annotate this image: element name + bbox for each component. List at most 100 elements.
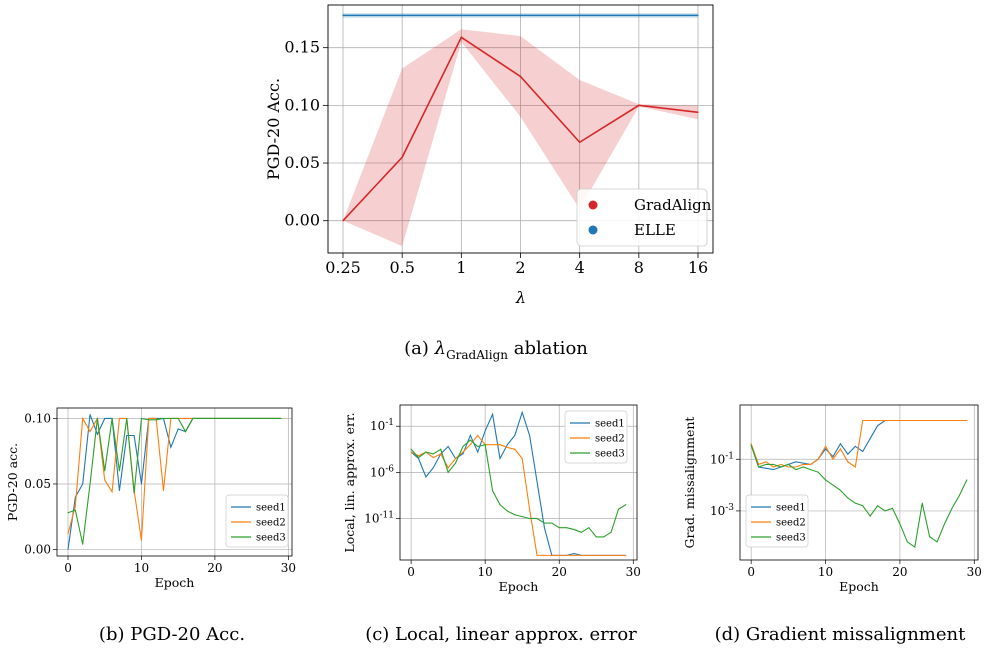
a-x-tick-label: 16 — [688, 258, 708, 277]
a-point-gradalign — [460, 36, 462, 38]
panel-b-x-tick-label: 20 — [207, 561, 222, 575]
panel-b-point-seed1 — [96, 433, 98, 435]
panel-d-point-seed3 — [847, 497, 849, 499]
panel-b-point-seed3 — [258, 417, 260, 419]
panel-d-point-seed3 — [758, 466, 760, 468]
panel-d-point-seed3 — [869, 515, 871, 517]
a-point-elle — [638, 14, 640, 16]
panel-d-point-seed2 — [877, 420, 879, 421]
panel-c-point-seed1 — [418, 458, 420, 460]
a-point-gradalign — [697, 111, 699, 113]
panel-d-point-seed2 — [750, 443, 752, 445]
panel-d-point-seed2 — [765, 461, 767, 463]
a-point-gradalign — [519, 75, 522, 78]
panel-b-point-seed3 — [126, 417, 128, 419]
panel-b-point-seed3 — [74, 509, 76, 511]
panel-b-point-seed2 — [111, 491, 113, 493]
panel-b-point-seed3 — [280, 417, 282, 419]
a-point-elle — [342, 14, 344, 16]
panel-c-point-seed2 — [477, 434, 479, 436]
panel-c-point-seed1 — [462, 453, 464, 455]
panel-c-point-seed2 — [506, 446, 508, 448]
panel-d-point-seed1 — [862, 451, 864, 452]
panel-a-lambda-ablation: 0.25 0.5 1 2 4 8 16 0.00 0.05 0.10 0.15 GradAlign EL… — [264, 4, 714, 307]
panel-b-x-axis-label: Epoch — [155, 575, 195, 590]
panel-b-point-seed3 — [82, 543, 84, 545]
panel-c-point-seed2 — [418, 455, 420, 457]
panel-d-point-seed3 — [802, 466, 804, 468]
panel-c-point-seed3 — [603, 536, 605, 538]
panel-c-point-seed1 — [506, 444, 508, 446]
panel-c-point-seed2 — [543, 554, 545, 556]
panel-c-point-seed3 — [536, 517, 538, 519]
panel-d-point-seed2 — [869, 420, 871, 421]
panel-c-y-tick-label: 10-1 — [370, 418, 394, 433]
panel-d-point-seed2 — [906, 420, 908, 421]
panel-c-point-seed3 — [410, 448, 412, 450]
a-point-elle — [460, 14, 462, 16]
panel-b-x-tick-label: 30 — [281, 561, 296, 575]
panel-c-point-seed1 — [536, 481, 538, 483]
panel-d-point-seed2 — [951, 420, 953, 421]
panel-c-point-seed1 — [573, 553, 575, 555]
panel-d-point-seed2 — [936, 420, 938, 421]
a-x-tick-label: 0.5 — [389, 258, 414, 277]
panel-b-point-seed3 — [140, 417, 142, 419]
panel-d-point-seed2 — [899, 420, 901, 421]
panel-b-point-seed2 — [82, 417, 84, 419]
panel-c-point-seed2 — [499, 444, 501, 446]
panel-d-point-seed3 — [839, 489, 841, 491]
panel-b-y-tick-label: 0.05 — [24, 477, 51, 491]
a-legend-marker-gradalign — [588, 200, 598, 210]
panel-d-point-seed3 — [906, 541, 908, 543]
panel-d-point-seed3 — [891, 507, 893, 509]
panel-b-point-seed3 — [162, 417, 164, 419]
panel-b-point-seed2 — [162, 490, 164, 492]
panel-d-point-seed3 — [958, 494, 960, 496]
panel-d-point-seed2 — [929, 420, 931, 421]
panel-d-point-seed3 — [817, 471, 819, 473]
panel-d-gradient-missalignment: 0 10 20 30 10-1 10-3 seed1 seed2 seed3 Grad. miss… — [682, 404, 982, 594]
panel-d-point-seed2 — [832, 458, 834, 460]
panel-b-point-seed3 — [221, 417, 223, 419]
panel-c-line-seed2 — [410, 434, 626, 556]
panel-d-point-seed1 — [832, 456, 834, 458]
panel-b-point-seed3 — [229, 417, 231, 419]
panel-d-point-seed1 — [869, 438, 871, 440]
panel-b-point-seed2 — [140, 539, 142, 541]
a-point-elle — [519, 14, 522, 16]
panel-d-point-seed2 — [884, 420, 886, 421]
panel-c-point-seed3 — [477, 446, 479, 448]
panel-c-point-seed2 — [492, 444, 494, 446]
panel-d-point-seed1 — [825, 448, 827, 450]
panel-d-point-seed3 — [877, 505, 879, 507]
panel-c-point-seed2 — [432, 457, 434, 459]
panel-b-point-seed2 — [89, 431, 91, 433]
panel-b-point-seed1 — [140, 483, 142, 485]
panel-c-point-seed1 — [484, 430, 486, 432]
panel-c-point-seed2 — [610, 554, 612, 556]
panel-b-point-seed3 — [133, 492, 135, 494]
panel-c-point-seed2 — [558, 554, 560, 556]
panel-c-point-seed3 — [484, 444, 486, 446]
panel-c-point-seed3 — [543, 522, 545, 524]
panel-d-point-seed1 — [795, 461, 797, 463]
panel-b-point-seed1 — [126, 435, 128, 437]
panel-c-point-seed3 — [418, 457, 420, 459]
caption-d: (d) Gradient missalignment — [715, 624, 966, 645]
panel-c-point-seed3 — [625, 504, 627, 506]
panel-d-y-axis-label: Grad. missalignment — [682, 417, 697, 549]
panel-b-point-seed2 — [67, 533, 69, 535]
panel-d-point-seed2 — [914, 420, 916, 421]
panel-b-point-seed3 — [177, 417, 179, 419]
panel-c-point-seed1 — [514, 434, 516, 436]
panel-d-point-seed3 — [929, 536, 931, 538]
panel-b-legend-box — [225, 494, 289, 548]
panel-d-x-tick-label: 0 — [747, 565, 755, 579]
panel-b-y-tick-label: 0.10 — [24, 411, 51, 425]
panel-d-point-seed2 — [802, 463, 804, 465]
panel-d-x-tick-label: 10 — [818, 565, 833, 579]
panel-c-point-seed2 — [462, 451, 464, 453]
caption-b: (b) PGD-20 Acc. — [99, 624, 245, 645]
panel-c-point-seed2 — [573, 554, 575, 556]
